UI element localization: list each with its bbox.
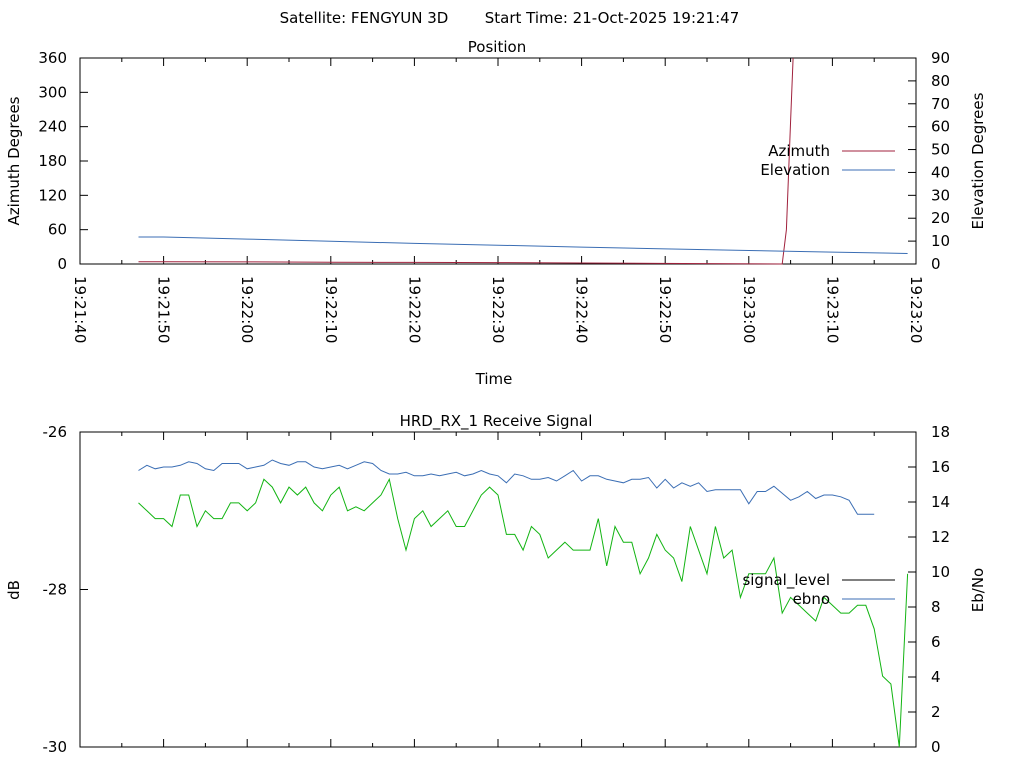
position-y-tick-label: 300 [38,83,67,101]
position-y2-tick-label: 0 [931,255,941,273]
satellite-label: Satellite: FENGYUN 3D [280,9,449,27]
signal-y2-tick-label: 8 [931,598,941,616]
position-x-tick-label: 19:23:00 [740,276,758,343]
legend-azimuth-label: Azimuth [768,142,830,160]
position-y-tick-label: 60 [48,221,67,239]
position-y2-tick-label: 60 [931,118,950,136]
position-x-tick-label: 19:22:30 [489,276,507,343]
signal-y2-tick-label: 18 [931,423,950,441]
position-y2-tick-label: 90 [931,49,950,67]
position-y2-tick-label: 70 [931,95,950,113]
position-y-tick-label: 180 [38,152,67,170]
signal-y2-tick-label: 6 [931,633,941,651]
position-y-axis-label: Azimuth Degrees [5,96,23,225]
signal-y2-tick-label: 2 [931,703,941,721]
position-x-tick-label: 19:21:50 [155,276,173,343]
signal-plot-frame [79,431,917,748]
legend-signal-level-label: signal_level [742,571,830,590]
series-signal-level-green-line [138,477,909,748]
signal-y2-tick-label: 12 [931,528,950,546]
position-y2-tick-label: 80 [931,72,950,90]
position-x-tick-label: 19:22:00 [238,276,256,343]
position-y-tick-label: 360 [38,49,67,67]
signal-y-tick-label: -28 [43,581,68,599]
legend-elevation-label: Elevation [760,161,830,179]
signal-y-axis-label: dB [5,580,23,600]
position-x-tick-label: 19:23:10 [823,276,841,343]
position-y-tick-label: 240 [38,118,67,136]
start-time-label: Start Time: 21-Oct-2025 19:21:47 [485,9,740,27]
position-y2-tick-label: 30 [931,186,950,204]
position-chart: Position 19:21:40 19:21:50 19:22:00 19:22:1… [5,38,987,388]
signal-chart-title: HRD_RX_1 Receive Signal [400,412,593,431]
signal-y2-tick-label: 16 [931,458,950,476]
signal-y2-axis-label: Eb/No [969,568,987,612]
signal-y2-tick-label: 0 [931,738,941,756]
position-x-tick-label: 19:22:40 [573,276,591,343]
position-y2-tick-label: 20 [931,209,950,227]
position-y-tick-label: 120 [38,186,67,204]
position-x-tick-label: 19:22:10 [322,276,340,343]
position-y2-axis-label: Elevation Degrees [969,92,987,229]
series-azimuth-line [138,57,794,265]
signal-chart: HRD_RX_1 Receive Signal -26 -28 -30 0 2 4 6 8 10… [5,412,987,756]
series-elevation-line [138,236,908,254]
position-y2-tick-label: 10 [931,232,950,250]
position-legend: Azimuth Elevation [760,142,895,179]
series-ebno-line [138,459,875,515]
legend-ebno-label: ebno [793,590,830,608]
position-x-tick-label: 19:22:50 [656,276,674,343]
position-y2-tick-label: 40 [931,163,950,181]
position-chart-title: Position [468,38,526,56]
signal-y2-tick-label: 14 [931,493,950,511]
signal-y2-tick-label: 4 [931,668,941,686]
position-x-tick-label: 19:21:40 [71,276,89,343]
signal-y-tick-label: -26 [43,423,68,441]
signal-y-tick-label: -30 [43,738,68,756]
position-x-tick-label: 19:23:20 [907,276,925,343]
position-y2-tick-label: 50 [931,141,950,159]
signal-y2-tick-label: 10 [931,563,950,581]
position-x-tick-label: 19:22:20 [405,276,423,343]
position-x-axis-label: Time [475,370,513,388]
position-y-tick-label: 0 [57,255,67,273]
signal-legend: signal_level ebno [742,571,895,608]
